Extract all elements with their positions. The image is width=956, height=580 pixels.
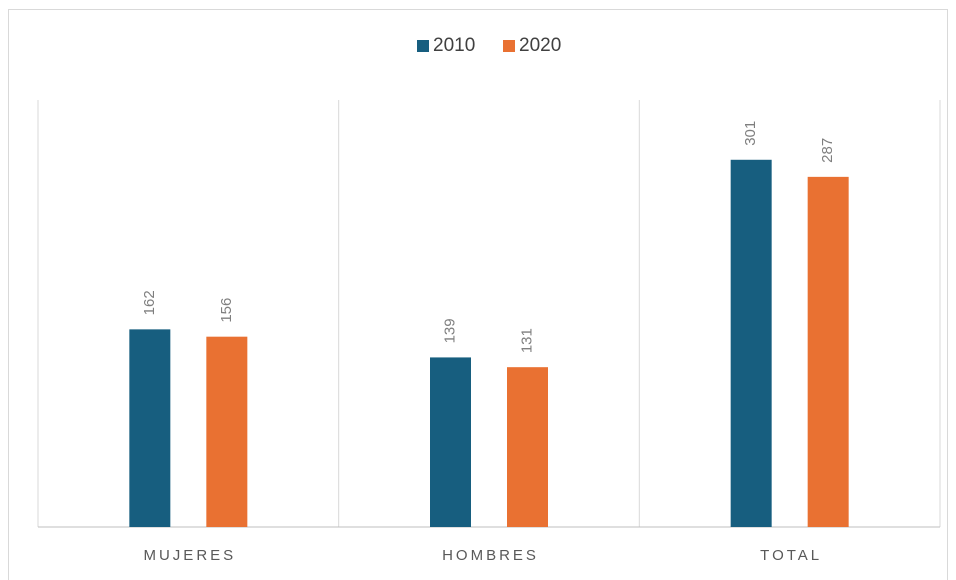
data-label: 156 [218,298,235,323]
x-tick-label: TOTAL [760,547,822,564]
bar [206,336,248,527]
x-tick-label: MUJERES [143,547,236,564]
x-tick-label: HOMBRES [442,547,539,564]
data-label: 301 [742,121,759,146]
legend-label: 2010 [433,35,475,56]
bar [129,329,171,527]
bar [730,159,772,527]
data-label: 139 [441,318,458,343]
chart-frame [8,9,948,580]
legend-label: 2020 [519,35,561,56]
data-label: 131 [518,328,535,353]
bar [430,357,471,527]
data-label: 162 [141,290,158,315]
legend-swatch [417,40,429,52]
bar [507,367,548,527]
legend-swatch [503,40,515,52]
bar [807,176,849,528]
data-label: 287 [819,138,836,163]
